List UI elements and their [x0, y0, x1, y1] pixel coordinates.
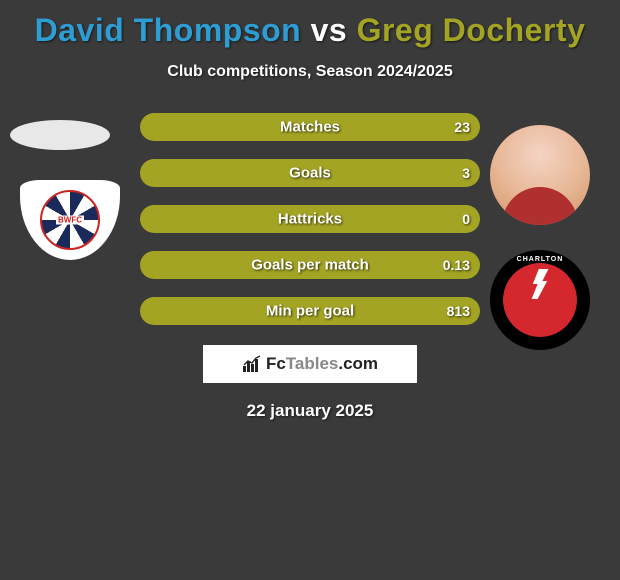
stat-bar: Hattricks 0	[140, 205, 480, 233]
branding-box: FcTables.com	[203, 345, 417, 383]
stat-row: Goals 3	[0, 159, 620, 187]
player2-value: 3	[462, 165, 470, 181]
stat-row: Hattricks 0	[0, 205, 620, 233]
stats-container: Matches 23 Goals 3 Hattricks 0 Goals per match…	[0, 113, 620, 325]
stat-bar: Goals 3	[140, 159, 480, 187]
stat-label: Matches	[280, 119, 340, 136]
player1-name: David Thompson	[35, 12, 302, 48]
date-label: 22 january 2025	[0, 401, 620, 421]
vs-label: vs	[311, 12, 348, 48]
player2-value: 23	[454, 119, 470, 135]
stat-row: Min per goal 813	[0, 297, 620, 325]
branding-text: FcTables.com	[266, 354, 378, 374]
player2-name: Greg Docherty	[357, 12, 586, 48]
branding-fc: Fc	[266, 354, 286, 373]
branding-dotcom: .com	[338, 354, 378, 373]
comparison-title: David Thompson vs Greg Docherty	[0, 0, 620, 49]
player2-value: 0.13	[443, 257, 470, 273]
stat-bar: Min per goal 813	[140, 297, 480, 325]
stat-row: Goals per match 0.13	[0, 251, 620, 279]
stat-label: Goals	[289, 165, 331, 182]
stat-bar: Matches 23	[140, 113, 480, 141]
stat-label: Min per goal	[266, 303, 354, 320]
branding-tables: Tables	[286, 354, 339, 373]
subtitle: Club competitions, Season 2024/2025	[0, 63, 620, 81]
stat-bar: Goals per match 0.13	[140, 251, 480, 279]
player2-value: 813	[447, 303, 470, 319]
stat-row: Matches 23	[0, 113, 620, 141]
stat-label: Hattricks	[278, 211, 342, 228]
player2-value: 0	[462, 211, 470, 227]
bar-chart-icon	[242, 355, 262, 373]
stat-label: Goals per match	[251, 257, 369, 274]
